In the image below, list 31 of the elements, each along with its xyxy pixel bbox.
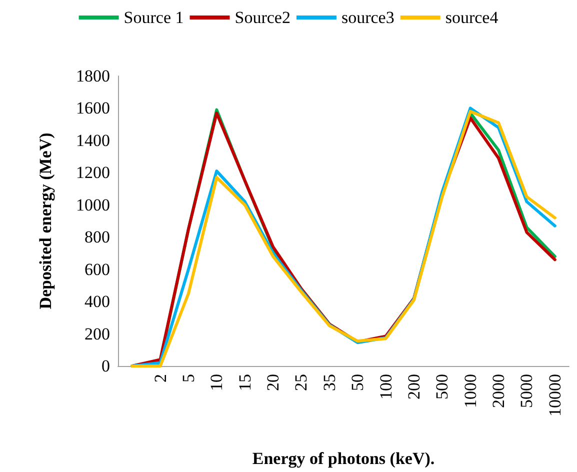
legend-label: source4 — [445, 8, 499, 27]
y-tick-label: 1800 — [76, 66, 110, 86]
y-tick-label: 1000 — [76, 195, 110, 214]
y-tick-label: 800 — [84, 228, 110, 247]
x-tick-label: 20 — [264, 374, 283, 391]
y-tick-label: 200 — [84, 324, 110, 344]
x-tick-label: 50 — [348, 374, 368, 391]
x-tick-label: 15 — [235, 374, 254, 391]
x-tick-label: 500 — [432, 374, 452, 400]
x-axis-title: Energy of photons (keV). — [252, 449, 435, 468]
y-tick-label: 1400 — [76, 130, 110, 150]
y-tick-label: 1200 — [76, 163, 110, 182]
x-tick-label: 5000 — [517, 374, 536, 408]
x-tick-label: 5 — [178, 374, 198, 382]
legend-label: Source2 — [234, 8, 290, 27]
x-tick-label: 10000 — [545, 374, 564, 416]
x-tick-label: 1000 — [460, 374, 480, 408]
y-axis-title: Deposited energy (MeV) — [36, 132, 55, 310]
x-tick-label: 2 — [150, 374, 170, 382]
x-tick-label: 35 — [320, 374, 339, 391]
x-tick-label: 100 — [376, 374, 396, 400]
legend-label: source3 — [341, 8, 394, 27]
x-tick-label: 2000 — [489, 374, 508, 408]
legend-label: Source 1 — [124, 8, 184, 27]
x-tick-label: 25 — [292, 374, 311, 391]
y-tick-label: 0 — [102, 356, 110, 376]
y-tick-label: 600 — [84, 260, 110, 279]
y-tick-label: 1600 — [76, 98, 110, 118]
x-tick-label: 10 — [207, 374, 226, 391]
y-tick-label: 400 — [84, 292, 110, 312]
x-tick-label: 200 — [404, 374, 424, 400]
